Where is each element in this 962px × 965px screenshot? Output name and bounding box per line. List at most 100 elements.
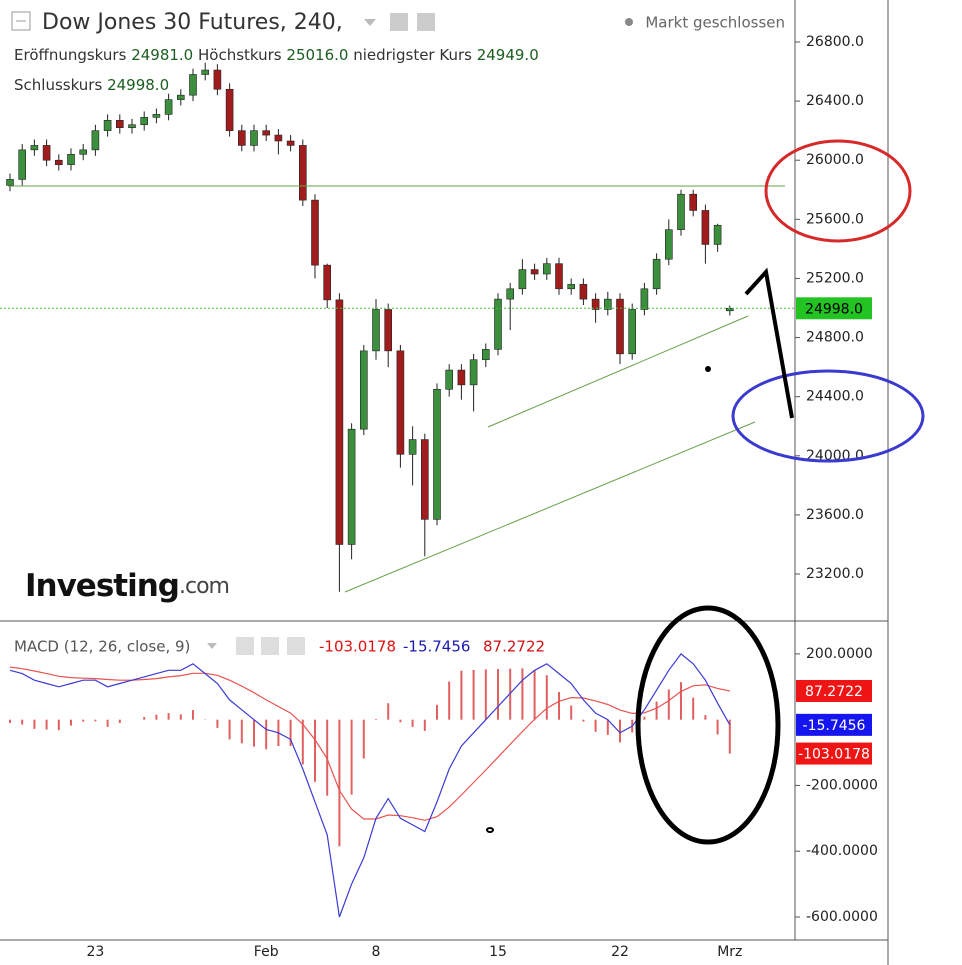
trend-line: [487, 315, 749, 428]
histogram-bar: [240, 719, 243, 744]
label: Höchstkurs: [198, 46, 282, 64]
candle-body: [433, 388, 441, 520]
value-badge: [796, 679, 872, 702]
histogram-bar: [399, 719, 402, 723]
histogram-bar: [460, 670, 463, 720]
value-badge: [796, 297, 872, 320]
histogram-bar: [558, 692, 560, 720]
settings-icon[interactable]: [261, 637, 279, 655]
macd-line: [9, 653, 731, 918]
candle-body: [530, 269, 539, 275]
dropdown-icon[interactable]: [364, 19, 376, 26]
close-icon[interactable]: [287, 637, 305, 655]
macd-title: MACD (12, 26, close, 9): [14, 638, 190, 656]
histogram-bar: [716, 719, 719, 735]
candle-body: [701, 210, 710, 245]
candle-body: [713, 224, 722, 245]
candle-body: [213, 69, 222, 90]
histogram-bar: [387, 703, 390, 720]
candle-body: [140, 117, 148, 126]
candle-body: [116, 120, 124, 128]
macd-signal-value: 87.2722: [483, 638, 545, 656]
visibility-icon[interactable]: [390, 13, 408, 31]
candle-body: [79, 149, 87, 155]
ohlc-line: Eröffnungskurs 24981.0 Höchstkurs 25016.…: [14, 46, 539, 64]
market-status: Markt geschlossen: [645, 14, 785, 32]
collapse-button[interactable]: [11, 11, 31, 31]
histogram-bar: [545, 675, 548, 720]
candle-body: [225, 88, 234, 131]
value: 24949.0: [477, 46, 539, 64]
settings-icon[interactable]: [417, 13, 435, 31]
histogram-bar: [680, 682, 682, 720]
visibility-icon[interactable]: [236, 637, 254, 655]
candle-body: [298, 145, 307, 201]
histogram-bar: [643, 716, 646, 720]
y-tick-label: 26400.0: [806, 93, 864, 109]
logo-main: Investing: [25, 568, 179, 604]
y-tick-label: 26000.0: [806, 152, 864, 168]
label: Schlusskurs: [14, 76, 102, 94]
histogram-bar: [448, 681, 451, 720]
histogram-bar: [314, 719, 316, 782]
histogram-bar: [289, 719, 292, 746]
candle-body: [103, 120, 112, 131]
dropdown-icon[interactable]: [207, 643, 217, 649]
histogram-bar: [338, 719, 341, 847]
x-tick-label: 22: [611, 944, 629, 960]
histogram-bar: [192, 710, 194, 720]
histogram-bar: [216, 719, 219, 728]
candle-body: [469, 359, 478, 386]
candle-body: [591, 298, 600, 310]
annotation-arrow: [744, 267, 794, 419]
candle-body: [335, 299, 344, 545]
value: 24981.0: [131, 46, 193, 64]
x-tick-label: Mrz: [717, 944, 742, 960]
histogram-bar: [533, 670, 536, 720]
histogram-bar: [228, 719, 231, 740]
candle-body: [567, 284, 576, 290]
value: 25016.0: [286, 46, 348, 64]
y-tick-label: 200.0000: [806, 646, 873, 662]
histogram-bar: [9, 719, 11, 723]
annotation-dot: [705, 366, 711, 372]
y-tick-label: -400.0000: [806, 843, 878, 859]
histogram-bar: [436, 704, 438, 720]
histogram-bar: [57, 719, 60, 731]
histogram-bar: [472, 670, 475, 720]
histogram-bar: [655, 701, 658, 720]
histogram-bar: [106, 719, 109, 727]
candle-body: [616, 298, 624, 355]
value-badge-label: -15.7456: [803, 718, 866, 734]
x-tick-label: 23: [86, 944, 104, 960]
candle-body: [311, 199, 319, 266]
candle-body: [54, 159, 63, 165]
candle-body: [445, 369, 454, 390]
histogram-bar: [423, 719, 426, 731]
candle-body: [677, 193, 685, 230]
candle-body: [30, 145, 39, 151]
candle-body: [18, 149, 27, 180]
histogram-bar: [179, 714, 182, 720]
candle-body: [201, 69, 209, 75]
value-badge: [796, 742, 872, 765]
histogram-bar: [704, 715, 707, 720]
candle-body: [494, 298, 502, 350]
histogram-bar: [301, 719, 304, 765]
histogram-bar: [21, 719, 24, 725]
candle-body: [555, 263, 563, 290]
chart-title: Dow Jones 30 Futures, 240,: [42, 10, 343, 35]
histogram-bar: [167, 713, 170, 720]
y-tick-label: -200.0000: [806, 777, 878, 793]
histogram-bar: [82, 719, 85, 722]
y-tick-label: 23200.0: [806, 566, 864, 582]
candle-body: [6, 179, 14, 186]
value: 24998.0: [107, 76, 169, 94]
close-line: Schlusskurs 24998.0: [14, 76, 169, 94]
histogram-bar: [484, 669, 487, 720]
macd-line-value: -15.7456: [403, 638, 470, 656]
macd-histogram-value: -103.0178: [319, 638, 396, 656]
candle-body: [640, 288, 649, 310]
candle-body: [518, 269, 527, 290]
